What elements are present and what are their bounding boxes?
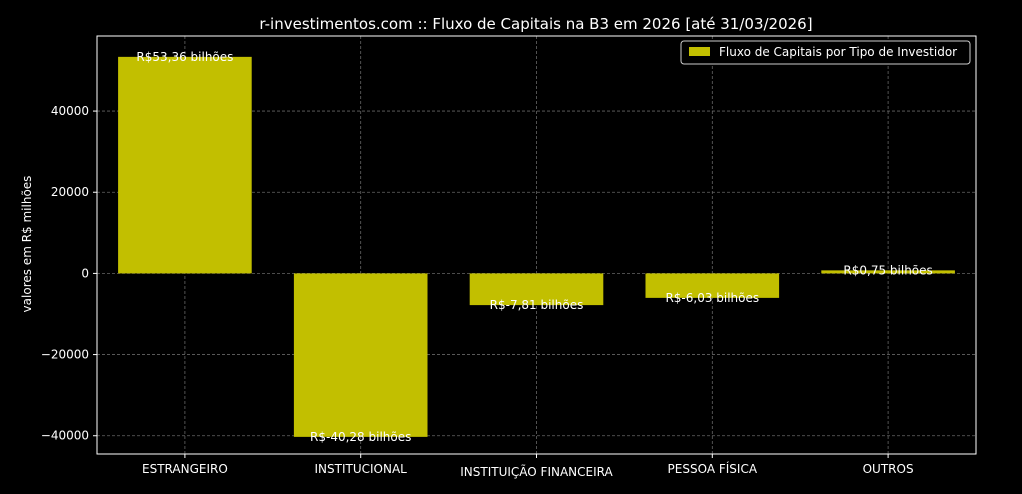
bar bbox=[469, 273, 604, 306]
y-tick-label: −20000 bbox=[41, 348, 89, 362]
chart-title: r-investimentos.com :: Fluxo de Capitais… bbox=[259, 15, 812, 33]
legend-box bbox=[680, 40, 971, 65]
x-tick-label: ESTRANGEIRO bbox=[142, 462, 228, 476]
y-tick-label: 40000 bbox=[51, 104, 89, 118]
y-tick-label: 0 bbox=[81, 266, 89, 280]
bar bbox=[645, 273, 780, 298]
y-axis-ticks: −40000 −20000 0 20000 40000 bbox=[41, 104, 97, 443]
bar-data-label: R$0,75 bilhões bbox=[843, 263, 932, 277]
bar bbox=[118, 56, 252, 274]
y-axis-label: valores em R$ milhões bbox=[20, 176, 34, 313]
bar bbox=[293, 273, 428, 437]
bar-data-label: R$53,36 bilhões bbox=[136, 50, 233, 64]
data-labels: R$53,36 bilhões R$-40,28 bilhões R$-7,81 b… bbox=[136, 50, 932, 444]
x-tick-label: PESSOA FÍSICA bbox=[668, 461, 758, 476]
x-tick-label: OUTROS bbox=[863, 462, 914, 476]
x-axis-ticks: ESTRANGEIRO INSTITUCIONAL INSTITUIÇÃO FINA… bbox=[142, 454, 914, 479]
bar-data-label: R$-7,81 bilhões bbox=[490, 298, 584, 312]
legend: Fluxo de Capitais por Tipo de Investidor bbox=[680, 40, 971, 65]
x-tick-label: INSTITUCIONAL bbox=[315, 462, 408, 476]
bar bbox=[821, 270, 955, 274]
legend-swatch bbox=[689, 47, 710, 56]
y-tick-label: 20000 bbox=[51, 185, 89, 199]
x-tick-label: INSTITUIÇÃO FINANCEIRA bbox=[460, 464, 613, 479]
bar-data-label: R$-6,03 bilhões bbox=[665, 291, 759, 305]
bars bbox=[118, 56, 955, 437]
bar-data-label: R$-40,28 bilhões bbox=[310, 430, 411, 444]
y-tick-label: −40000 bbox=[41, 429, 89, 443]
legend-label: Fluxo de Capitais por Tipo de Investidor bbox=[719, 45, 957, 59]
